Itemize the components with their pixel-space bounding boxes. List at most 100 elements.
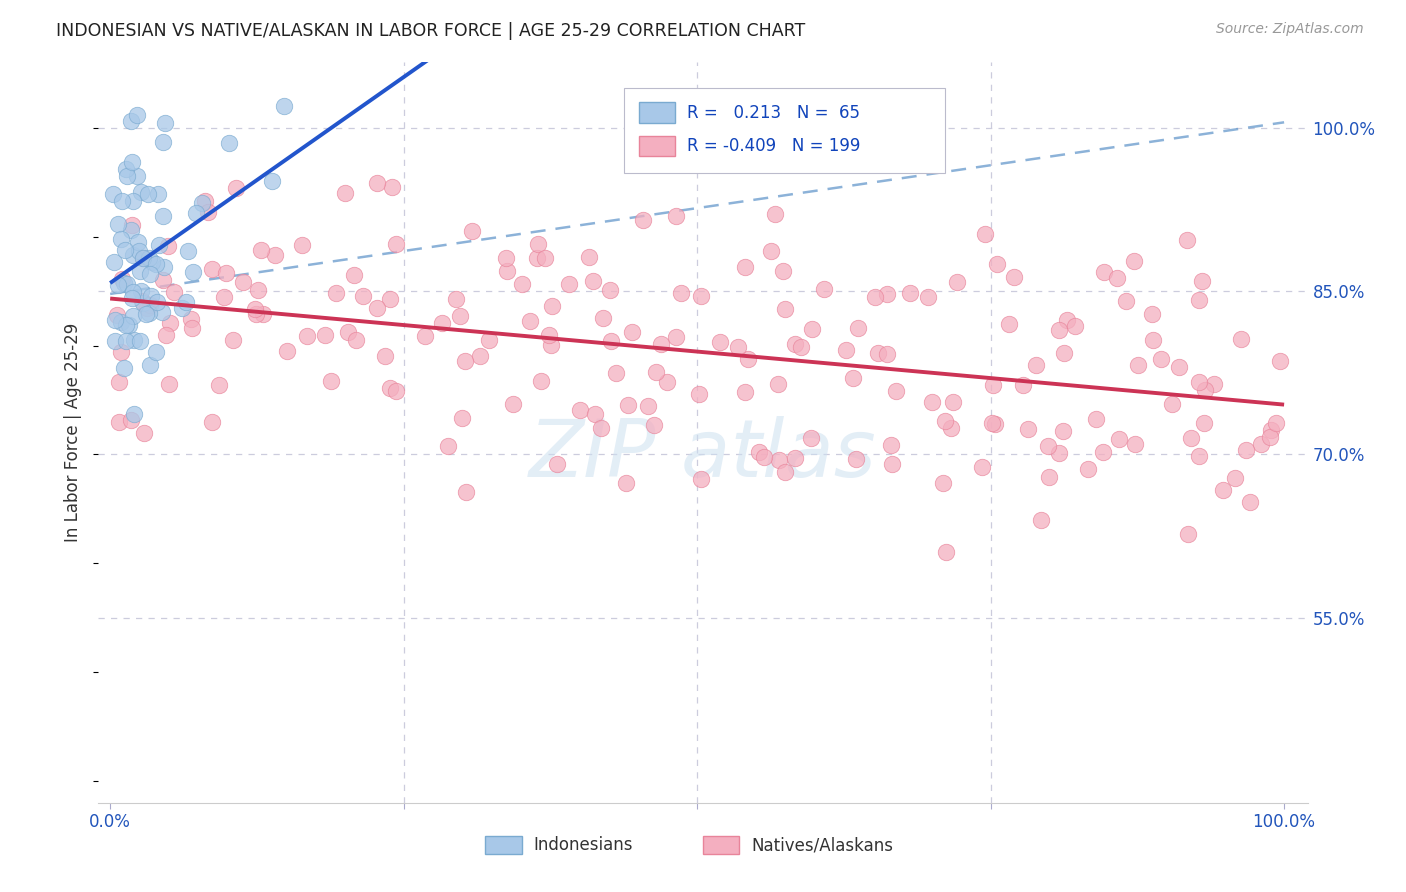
Point: [898, 286, 921, 301]
Point: [1150, 352, 1173, 367]
Point: [1194, 416, 1216, 430]
Point: [1012, 377, 1035, 392]
Point: [1239, 495, 1261, 509]
Point: [737, 351, 759, 366]
Point: [127, 235, 149, 249]
Point: [1052, 424, 1074, 438]
Point: [880, 457, 903, 471]
Point: [537, 328, 560, 343]
Point: [591, 421, 613, 435]
Point: [127, 108, 149, 122]
Point: [727, 341, 749, 355]
Point: [1047, 446, 1070, 460]
Point: [1038, 438, 1060, 452]
Point: [122, 285, 145, 300]
Point: [321, 374, 343, 388]
Point: [637, 399, 659, 413]
Point: [981, 378, 1004, 392]
Point: [669, 286, 692, 301]
Point: [121, 155, 143, 169]
Point: [1123, 436, 1146, 450]
Point: [218, 136, 240, 150]
Point: [655, 375, 678, 389]
Point: [273, 99, 295, 113]
Text: R = -0.409   N = 199: R = -0.409 N = 199: [688, 137, 860, 155]
Point: [1212, 483, 1234, 498]
Point: [934, 414, 956, 428]
Point: [159, 316, 181, 330]
Point: [127, 169, 149, 183]
Point: [131, 284, 153, 298]
Point: [526, 251, 548, 265]
Point: [1017, 421, 1039, 435]
Point: [378, 292, 401, 306]
Text: Source: ZipAtlas.com: Source: ZipAtlas.com: [1216, 22, 1364, 37]
Bar: [703, 836, 740, 855]
Point: [1077, 462, 1099, 476]
Point: [1191, 274, 1213, 288]
Point: [366, 176, 388, 190]
Point: [934, 545, 956, 559]
Point: [107, 217, 129, 231]
Point: [132, 251, 155, 265]
Point: [1202, 376, 1225, 391]
Point: [884, 384, 907, 399]
Point: [122, 407, 145, 421]
Point: [527, 236, 550, 251]
Point: [156, 238, 179, 252]
Point: [131, 251, 153, 265]
FancyBboxPatch shape: [624, 88, 945, 173]
Point: [120, 413, 142, 427]
Point: [688, 387, 710, 401]
Point: [1064, 319, 1087, 334]
Point: [131, 293, 153, 308]
Point: [139, 288, 162, 302]
Point: [633, 212, 655, 227]
Point: [866, 346, 889, 360]
Text: R =   0.213   N =  65: R = 0.213 N = 65: [688, 103, 860, 122]
Y-axis label: In Labor Force | Age 25-29: In Labor Force | Age 25-29: [65, 323, 83, 542]
Point: [225, 181, 247, 195]
Point: [444, 292, 467, 306]
Point: [346, 333, 368, 347]
Point: [129, 264, 152, 278]
Point: [773, 465, 796, 479]
Point: [115, 334, 138, 349]
Point: [1038, 470, 1060, 484]
Point: [384, 384, 406, 398]
Point: [245, 307, 267, 321]
Point: [104, 334, 127, 348]
Point: [378, 381, 401, 395]
Point: [194, 194, 217, 209]
Point: [110, 314, 132, 328]
Point: [813, 282, 835, 296]
Point: [496, 264, 519, 278]
Point: [107, 277, 129, 292]
Point: [1029, 513, 1052, 527]
Point: [1142, 307, 1164, 321]
Text: INDONESIAN VS NATIVE/ALASKAN IN LABOR FORCE | AGE 25-29 CORRELATION CHART: INDONESIAN VS NATIVE/ALASKAN IN LABOR FO…: [56, 22, 806, 40]
Point: [974, 227, 997, 242]
Point: [1053, 345, 1076, 359]
Point: [1264, 416, 1286, 430]
Point: [766, 376, 789, 391]
Point: [120, 114, 142, 128]
Point: [690, 289, 713, 303]
Point: [250, 244, 273, 258]
Point: [734, 260, 756, 274]
Bar: [638, 136, 675, 156]
Point: [145, 345, 167, 359]
Point: [295, 328, 318, 343]
Point: [114, 361, 136, 376]
Point: [222, 333, 245, 347]
Point: [1115, 293, 1137, 308]
Text: Indonesians: Indonesians: [534, 836, 633, 854]
Point: [1126, 358, 1149, 372]
Point: [181, 265, 204, 279]
Point: [541, 299, 564, 313]
Point: [876, 347, 898, 361]
Point: [1092, 445, 1115, 459]
Point: [582, 274, 605, 288]
Point: [201, 262, 224, 277]
Point: [437, 439, 460, 453]
